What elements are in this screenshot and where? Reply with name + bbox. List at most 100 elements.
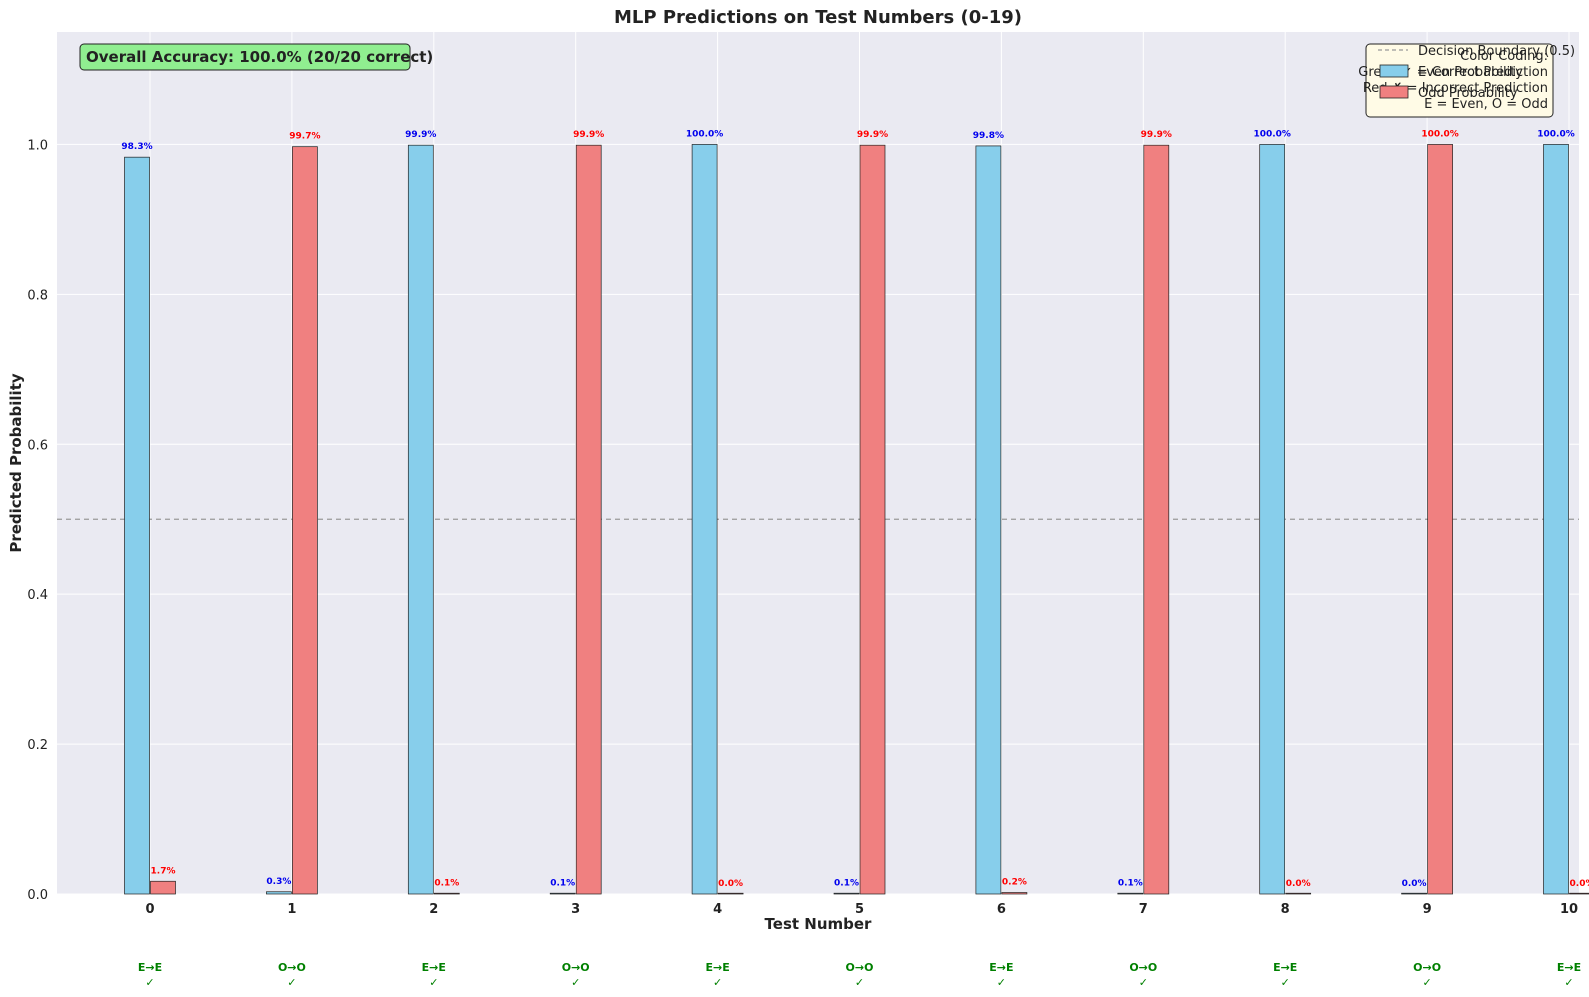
even-bar-5 (833, 892, 860, 895)
x-tick-label-0: 0 (145, 902, 154, 917)
bars-layer (124, 144, 1589, 895)
even-value-label-9: 0.0% (1402, 879, 1427, 889)
x-tick-label-10: 10 (1560, 902, 1578, 917)
odd-value-label-9: 100.0% (1421, 129, 1459, 139)
correct-mark-3: ✓ (571, 976, 580, 989)
even-bar-10 (1543, 144, 1569, 895)
odd-value-label-3: 99.9% (573, 130, 604, 140)
even-value-label-4: 100.0% (686, 129, 724, 139)
x-tick-label-5: 5 (855, 902, 864, 917)
prediction-label-8: E→E (1273, 961, 1297, 974)
correct-mark-2: ✓ (429, 976, 438, 989)
odd-value-label-2: 0.1% (434, 878, 459, 888)
even-bar-2 (407, 144, 434, 895)
prediction-label-6: E→E (989, 961, 1013, 974)
even-bar-0 (124, 156, 150, 895)
x-tick-label-2: 2 (429, 902, 438, 917)
correct-mark-5: ✓ (855, 976, 864, 989)
color-coding-box: Color Coding: Green ✓ = Correct Predicti… (1358, 43, 1554, 118)
y-tick-label-2: 0.4 (27, 588, 48, 603)
odd-bar-0 (150, 880, 176, 895)
chart-title: MLP Predictions on Test Numbers (0-19) (614, 7, 1022, 28)
prediction-label-0: E→E (138, 961, 162, 974)
even-value-label-5: 0.1% (834, 878, 859, 888)
y-tick-label-0: 0.0 (27, 888, 48, 903)
even-bar-6 (975, 145, 1002, 895)
correct-mark-4: ✓ (713, 976, 722, 989)
legend: Decision Boundary (0.5) Even Probability… (1378, 44, 1575, 101)
prediction-label-3: O→O (562, 961, 590, 974)
x-tick-label-8: 8 (1281, 902, 1290, 917)
odd-bar-2 (433, 892, 460, 895)
y-tick-label-5: 1.0 (27, 138, 48, 153)
color-coding-line-incorrect: Red ✗ = Incorrect Prediction (1363, 81, 1548, 96)
even-value-label-7: 0.1% (1118, 878, 1143, 888)
x-tick-label-1: 1 (287, 902, 296, 917)
correct-mark-0: ✓ (145, 976, 154, 989)
even-bar-4 (691, 144, 718, 895)
correct-mark-7: ✓ (1139, 976, 1148, 989)
odd-bar-9 (1427, 144, 1453, 895)
x-tick-label-6: 6 (997, 902, 1006, 917)
odd-value-label-4: 0.0% (718, 879, 743, 889)
prediction-label-4: E→E (705, 961, 729, 974)
y-tick-label-4: 0.8 (27, 288, 48, 303)
even-value-label-1: 0.3% (266, 877, 291, 887)
even-bar-9 (1401, 892, 1427, 895)
x-tick-label-9: 9 (1423, 902, 1432, 917)
odd-bar-6 (1001, 892, 1028, 895)
legend-even-swatch (1379, 64, 1409, 78)
x-tick-label-4: 4 (713, 902, 722, 917)
x-tick-label-3: 3 (571, 902, 580, 917)
y-axis-label: Predicted Probability (7, 373, 25, 553)
odd-value-label-6: 0.2% (1002, 878, 1027, 888)
odd-value-label-0: 1.7% (151, 866, 176, 876)
x-axis-label: Test Number (765, 915, 873, 933)
prediction-label-7: O→O (1129, 961, 1157, 974)
odd-bar-4 (717, 892, 744, 895)
color-coding-title: Color Coding: (1460, 49, 1548, 64)
even-value-label-8: 100.0% (1253, 129, 1291, 139)
even-value-label-3: 0.1% (550, 878, 575, 888)
even-value-label-2: 99.9% (405, 130, 436, 140)
correct-mark-9: ✓ (1422, 976, 1431, 989)
odd-value-label-1: 99.7% (289, 132, 320, 142)
correct-mark-1: ✓ (287, 976, 296, 989)
odd-value-label-8: 0.0% (1286, 879, 1311, 889)
prediction-label-5: O→O (846, 961, 874, 974)
even-value-label-10: 100.0% (1537, 129, 1575, 139)
even-bar-8 (1259, 144, 1286, 895)
x-tick-label-7: 7 (1139, 902, 1148, 917)
legend-odd-label: Odd Probability (1418, 86, 1518, 101)
legend-odd-swatch (1379, 85, 1409, 99)
y-tick-label-3: 0.6 (27, 438, 48, 453)
even-value-label-0: 98.3% (121, 142, 152, 152)
even-bar-1 (266, 891, 292, 895)
x-axis-ticks: 012345678910111213141516171819 (145, 902, 1578, 917)
even-bar-3 (549, 892, 576, 895)
odd-value-label-10: 0.0% (1570, 879, 1589, 889)
grid-lines (57, 32, 1579, 895)
correct-mark-6: ✓ (997, 976, 1006, 989)
correct-mark-8: ✓ (1281, 976, 1290, 989)
legend-boundary-label: Decision Boundary (0.5) (1418, 44, 1575, 59)
odd-bar-8 (1285, 892, 1312, 895)
odd-value-label-7: 99.9% (1141, 130, 1172, 140)
prediction-label-10: E→E (1557, 961, 1581, 974)
accuracy-text: Overall Accuracy: 100.0% (20/20 correct) (86, 48, 433, 66)
prediction-labels-layer: E→E ✓ O→O ✓ E→E ✓ O→O ✓ E→E ✓ O→O ✓ E→E ✓ O→O ✓ E→E ✓ O→O ✓… (138, 961, 1581, 989)
odd-bar-5 (859, 144, 886, 895)
prediction-label-1: O→O (278, 961, 306, 974)
correct-mark-10: ✓ (1564, 976, 1573, 989)
value-labels-layer: 98.3% 1.7% 0.3% 99.7% 99.9% 0.1% 0.1% 99.9% 100.… (121, 129, 1589, 889)
even-value-label-6: 99.8% (973, 131, 1004, 141)
y-tick-label-1: 0.2 (27, 738, 48, 753)
accuracy-box: Overall Accuracy: 100.0% (20/20 correct) (79, 43, 433, 71)
prediction-label-9: O→O (1413, 961, 1441, 974)
odd-bar-1 (292, 146, 318, 895)
color-coding-line-key: E = Even, O = Odd (1424, 97, 1548, 112)
legend-even-label: Even Probability (1418, 65, 1523, 80)
prediction-label-2: E→E (422, 961, 446, 974)
even-bar-7 (1117, 892, 1144, 895)
